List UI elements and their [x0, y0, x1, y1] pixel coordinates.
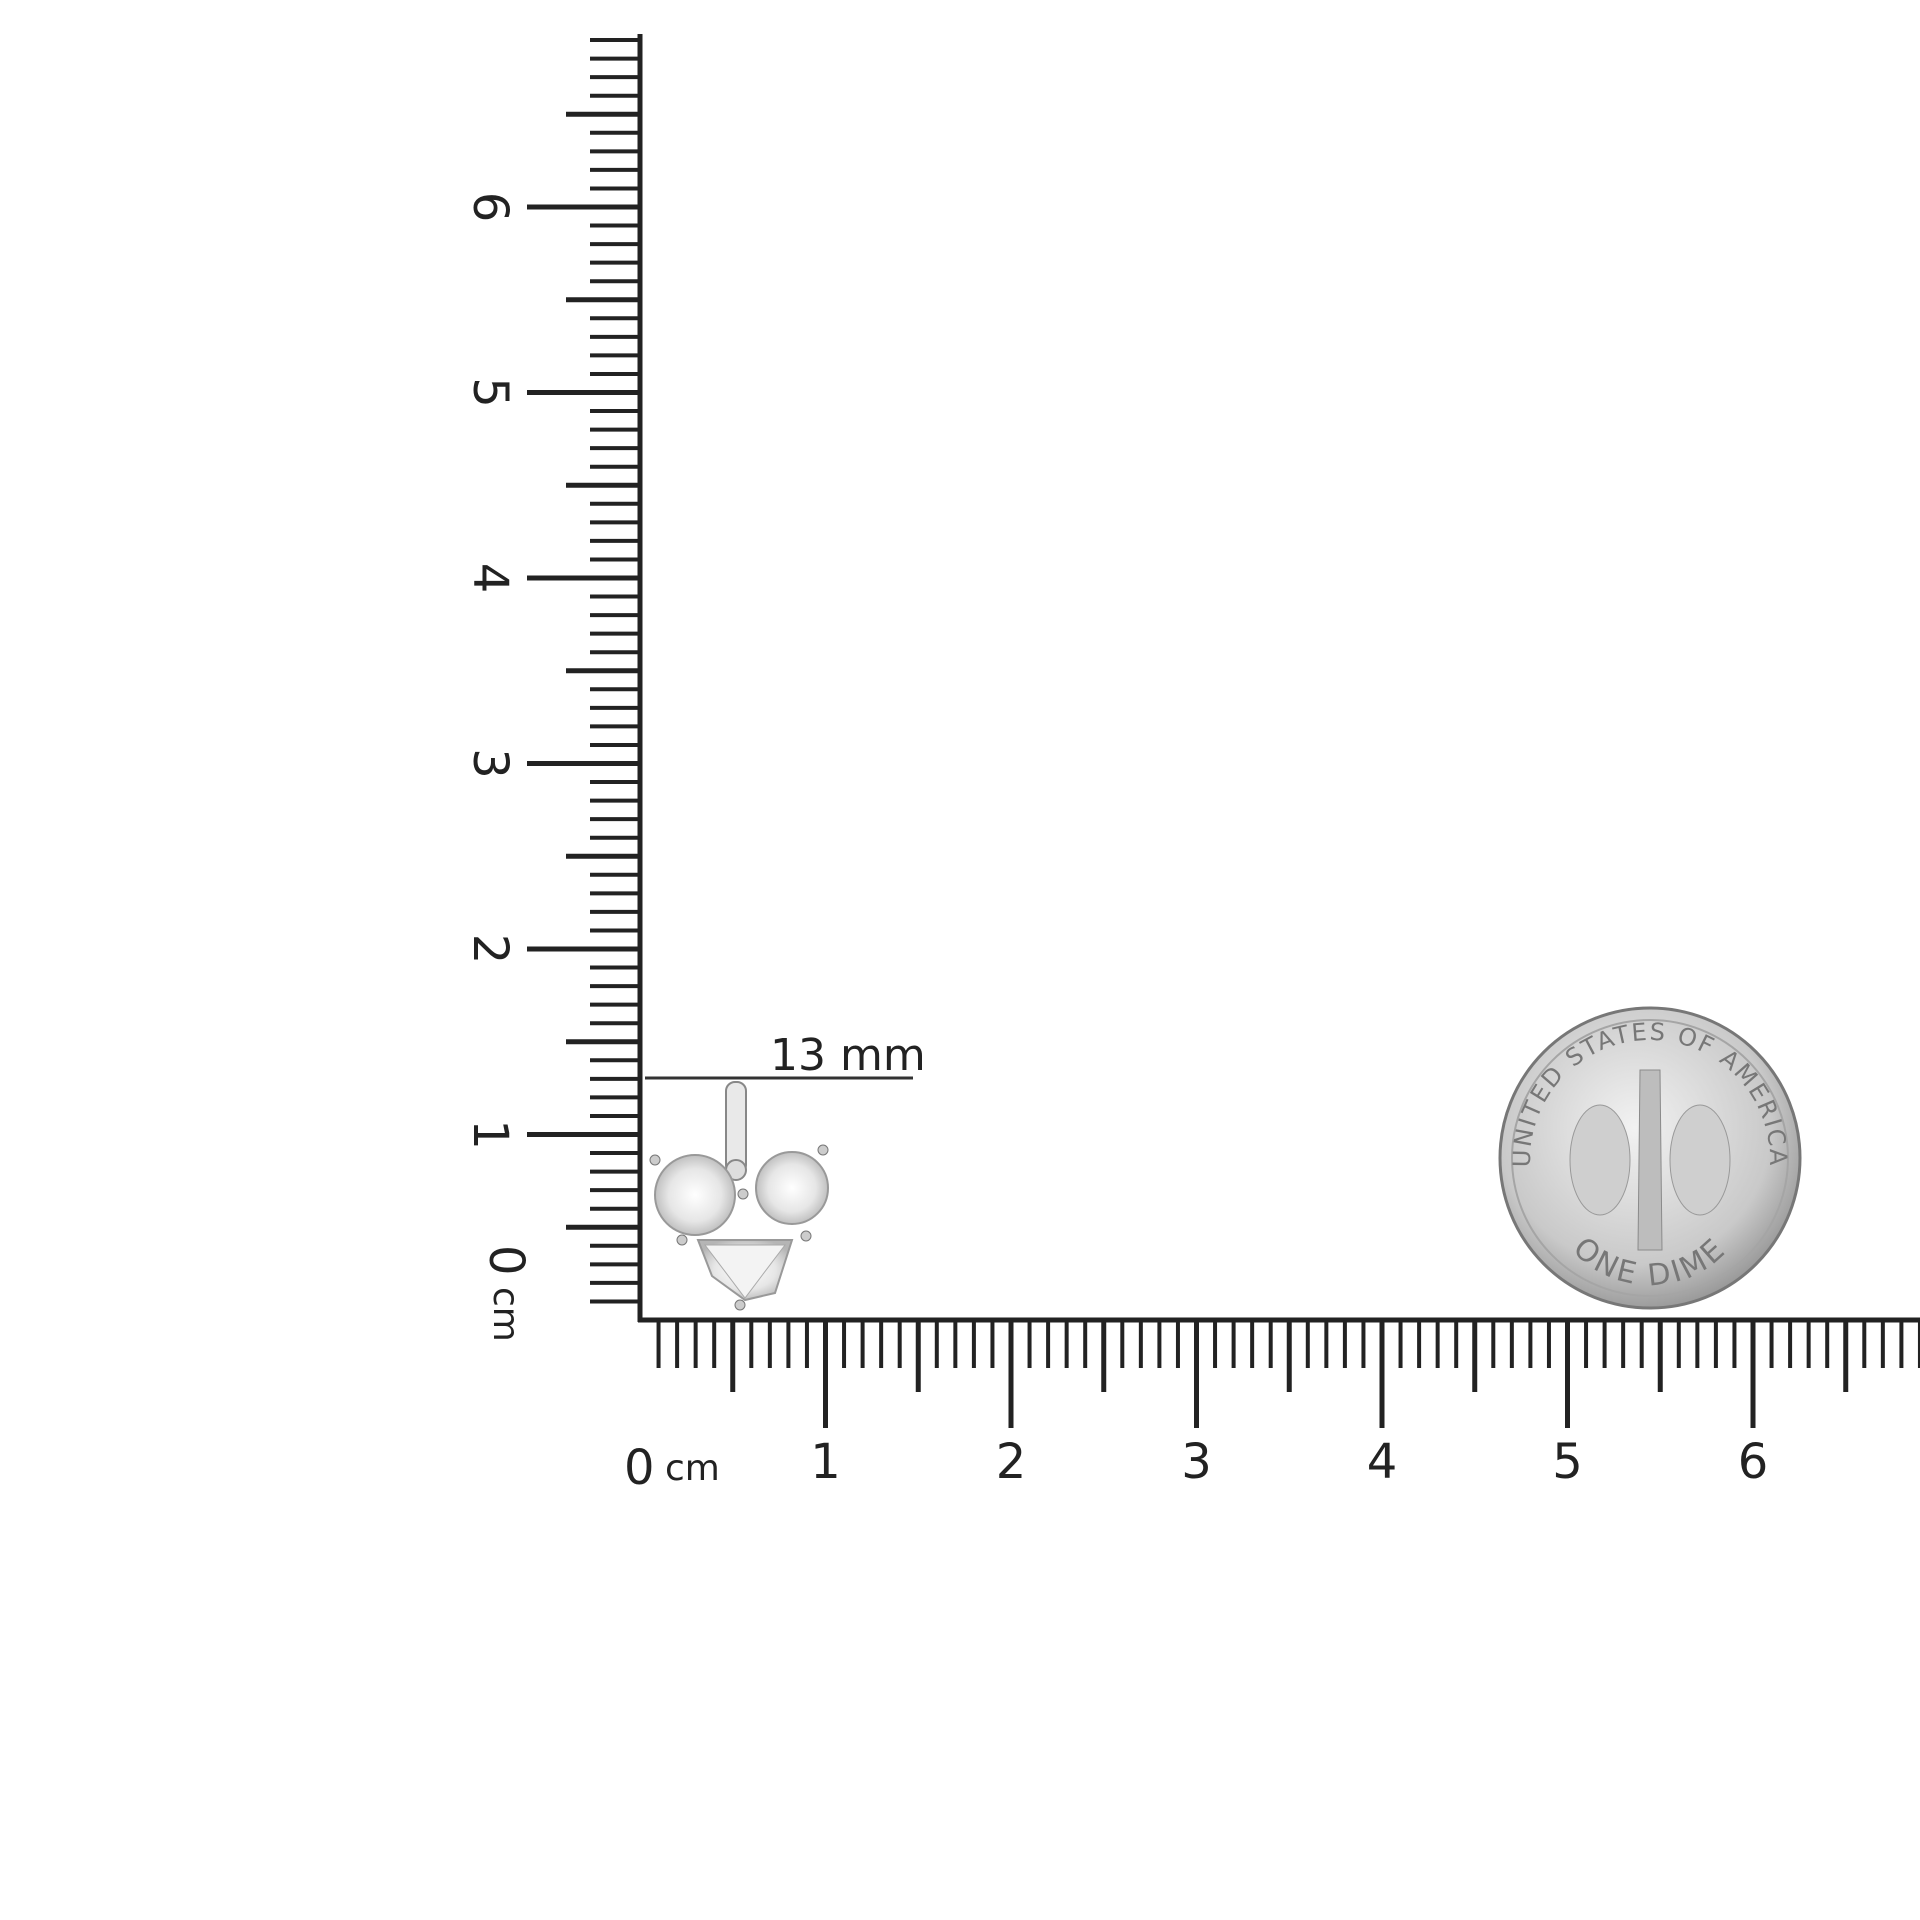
v-zero-label: 0	[478, 1245, 534, 1276]
v-cm-label: 1	[462, 1119, 518, 1150]
v-unit-label: cm	[485, 1287, 526, 1342]
coin: UNITED STATES OF AMERICA ONE DIME	[1498, 1006, 1802, 1310]
measure-label: 13 mm	[770, 1030, 926, 1081]
v-cm-label: 6	[462, 192, 518, 223]
h-cm-label: 5	[1552, 1434, 1583, 1490]
h-zero-label: 0	[624, 1440, 655, 1496]
h-cm-label: 2	[996, 1434, 1027, 1490]
h-cm-label: 3	[1181, 1434, 1212, 1490]
pendant	[649, 1081, 829, 1311]
h-unit-label: cm	[665, 1448, 720, 1489]
v-cm-label: 2	[462, 934, 518, 965]
h-cm-label: 1	[810, 1434, 841, 1490]
h-cm-label: 4	[1367, 1434, 1398, 1490]
v-cm-label: 3	[462, 748, 518, 779]
v-cm-label: 5	[462, 377, 518, 408]
ruler-ticks	[527, 38, 1920, 1428]
h-cm-label: 6	[1738, 1434, 1769, 1490]
v-zero-group: 0 cm	[478, 1245, 534, 1342]
v-cm-label: 4	[462, 563, 518, 594]
